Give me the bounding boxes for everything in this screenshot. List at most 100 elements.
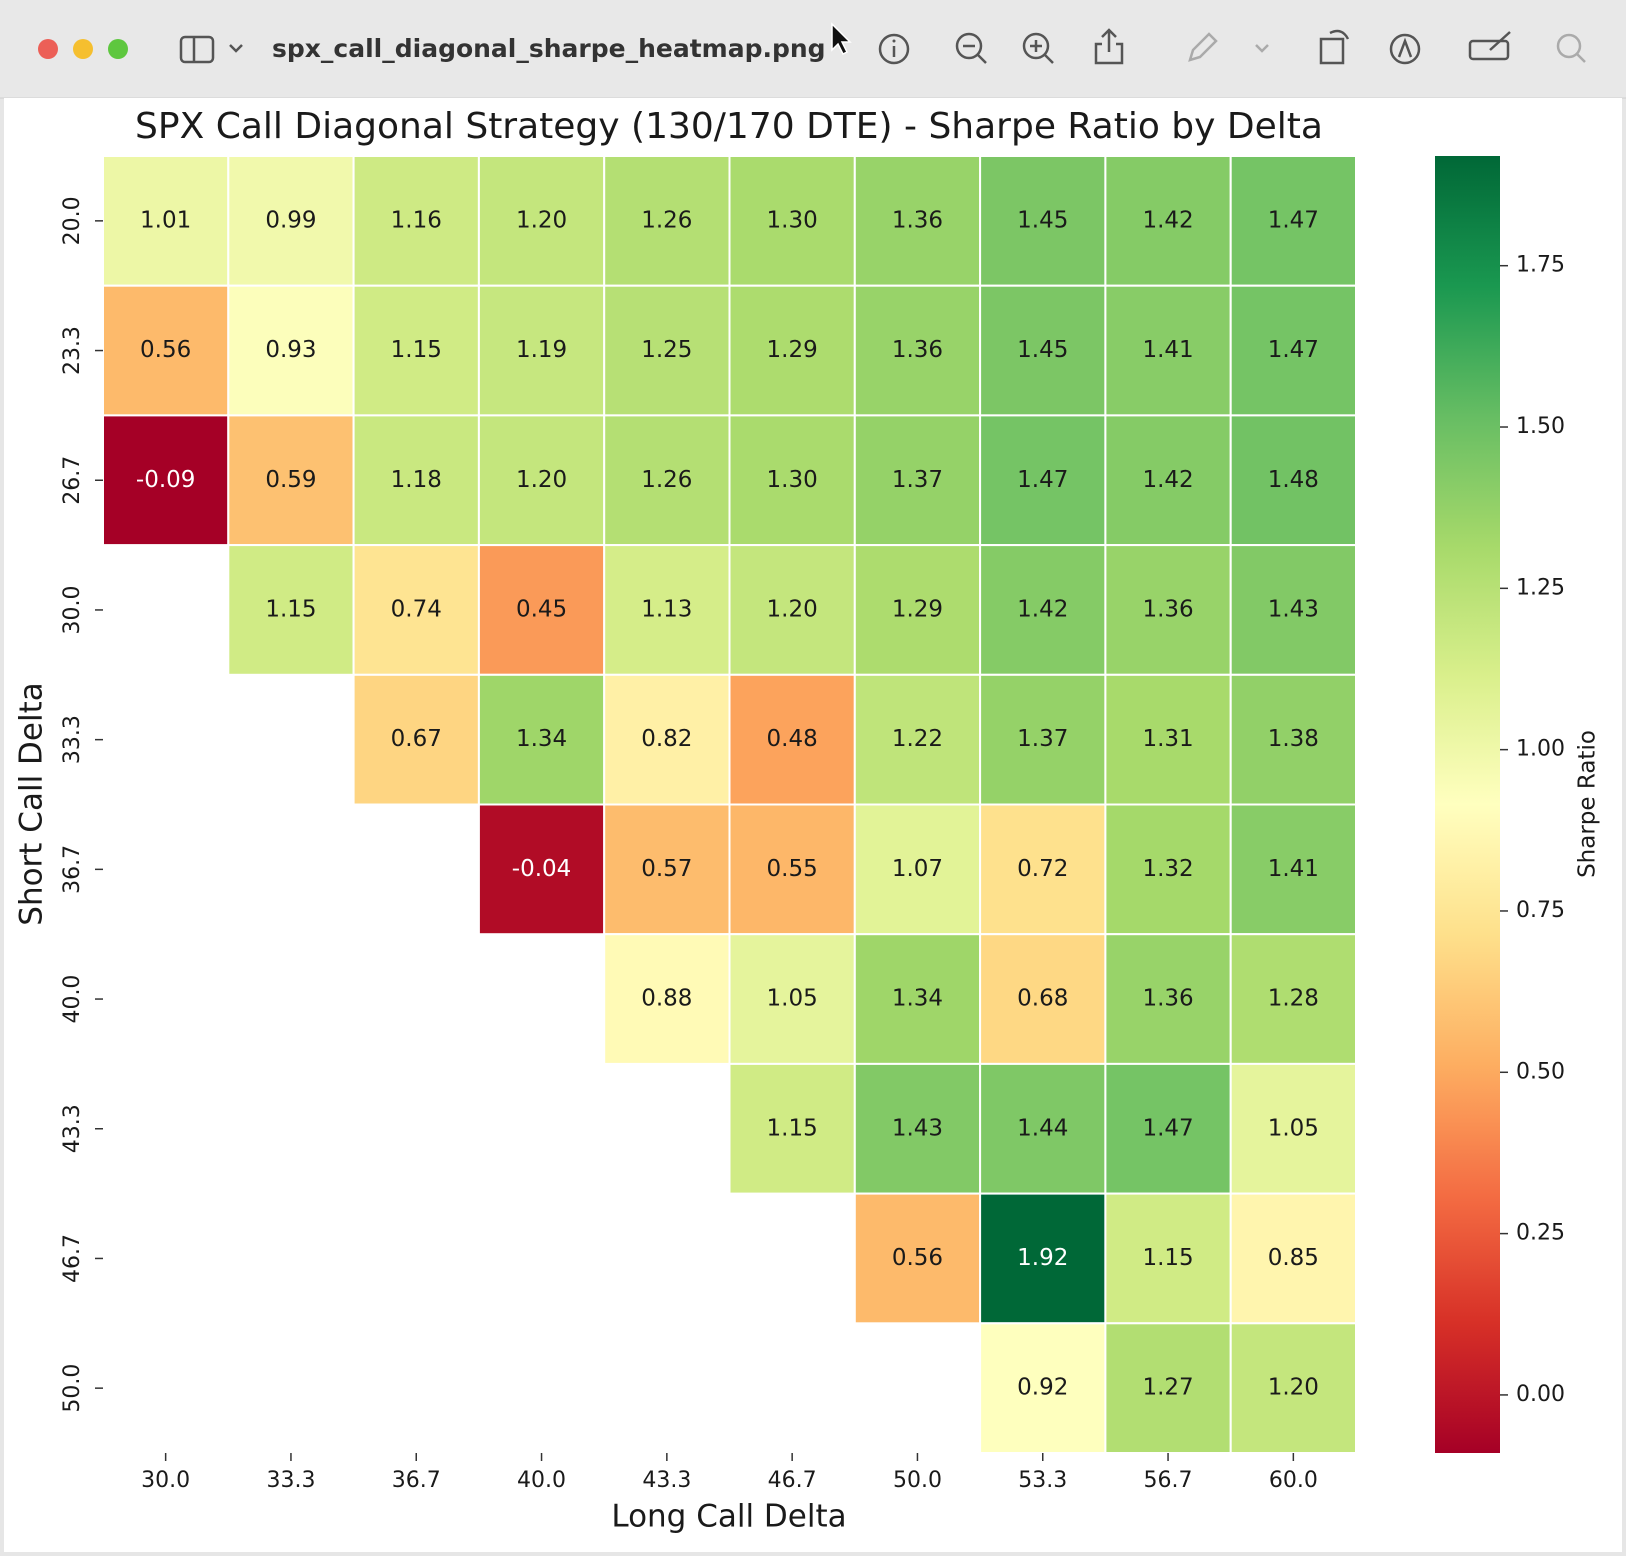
share-button[interactable] — [1094, 28, 1124, 65]
cell-label: 1.38 — [1268, 726, 1319, 752]
cell-label: 1.41 — [1142, 337, 1193, 363]
cell-label: 0.59 — [265, 467, 316, 493]
heatmap-cell — [979, 673, 1107, 806]
cell-label: 1.45 — [1017, 337, 1068, 363]
minimize-button[interactable] — [73, 39, 93, 59]
heatmap-cell — [1104, 1322, 1232, 1455]
cell-label: 1.27 — [1142, 1375, 1193, 1401]
zoom-out-button[interactable] — [955, 32, 987, 64]
heatmap-cell — [1104, 1062, 1232, 1195]
cell-label: 1.05 — [1268, 1115, 1319, 1141]
cell-label: 1.07 — [892, 856, 943, 882]
rotate-button[interactable] — [1319, 29, 1350, 65]
annotate-button[interactable] — [1389, 33, 1421, 65]
heatmap-cell — [352, 544, 480, 676]
cell-label: 1.15 — [767, 1115, 818, 1141]
heatmap-cell — [102, 414, 230, 547]
y-tick-label: 40.0 — [60, 975, 85, 1024]
cell-label: 1.05 — [767, 986, 818, 1012]
x-tick-label: 60.0 — [1269, 1468, 1318, 1493]
info-button[interactable] — [878, 33, 910, 65]
cell-label: 1.18 — [391, 467, 442, 493]
heatmap-cell — [979, 1192, 1107, 1325]
form-button[interactable] — [1468, 31, 1511, 61]
heatmap-cell — [1104, 803, 1232, 936]
x-axis-label: Long Call Delta — [611, 1499, 846, 1535]
heatmap-cell — [1229, 1062, 1357, 1195]
zoom-button[interactable] — [108, 39, 128, 59]
zoom-in-button[interactable] — [1022, 32, 1054, 64]
cell-label: 0.57 — [641, 856, 692, 882]
cell-label: -0.09 — [136, 467, 196, 493]
heatmap-cell — [477, 284, 606, 417]
cell-label: 0.72 — [1017, 856, 1068, 882]
cell-label: 1.42 — [1017, 596, 1068, 622]
heatmap-cell — [728, 155, 856, 287]
colorbar-tick-label: 0.25 — [1516, 1221, 1565, 1246]
heatmap-cell — [1104, 414, 1232, 547]
heatmap-cell — [1229, 414, 1357, 547]
colorbar-tick-label: 1.50 — [1516, 414, 1565, 439]
cell-label: 1.20 — [1268, 1375, 1319, 1401]
heatmap-cell — [1104, 1192, 1232, 1325]
heatmap-cell — [603, 933, 731, 1065]
x-tick-label: 46.7 — [768, 1468, 817, 1493]
heatmap-cell — [728, 544, 856, 676]
heatmap-cell — [979, 1322, 1107, 1455]
x-tick-label: 30.0 — [141, 1468, 190, 1493]
heatmap-cell — [853, 803, 982, 936]
heatmap-cell — [603, 803, 731, 936]
cell-label: 0.55 — [767, 856, 818, 882]
heatmap-cell — [728, 1062, 856, 1195]
heatmap-cell — [979, 284, 1107, 417]
cell-label: 1.28 — [1268, 986, 1319, 1012]
heatmap-cell — [853, 1062, 982, 1195]
window-title: spx_call_diagonal_sharpe_heatmap.png — [272, 34, 826, 63]
y-tick-label: 50.0 — [60, 1364, 85, 1413]
cell-label: 1.47 — [1142, 1115, 1193, 1141]
cell-label: 1.20 — [767, 596, 818, 622]
heatmap-cell — [1229, 1192, 1357, 1325]
search-button[interactable] — [1556, 33, 1586, 63]
cell-label: 1.29 — [767, 337, 818, 363]
y-tick-label: 46.7 — [60, 1234, 85, 1283]
colorbar — [1435, 156, 1500, 1453]
cell-label: -0.04 — [512, 856, 572, 882]
cell-label: 1.20 — [516, 207, 567, 233]
cell-label: 1.20 — [516, 467, 567, 493]
heatmap-cell — [102, 155, 230, 287]
cell-label: 1.41 — [1268, 856, 1319, 882]
sidebar-toggle[interactable] — [179, 35, 243, 64]
cell-label: 0.74 — [391, 596, 442, 622]
heatmap-cell — [853, 1192, 982, 1325]
cell-label: 1.22 — [892, 726, 943, 752]
heatmap-cell — [352, 414, 480, 547]
colorbar-tick-label: 0.75 — [1516, 898, 1565, 923]
heatmap-cell — [1104, 933, 1232, 1065]
heatmap-cell — [1229, 673, 1357, 806]
heatmap-cell — [1229, 803, 1357, 936]
heatmap-cell — [1229, 544, 1357, 676]
y-axis-label: Short Call Delta — [14, 682, 50, 925]
close-button[interactable] — [38, 39, 58, 59]
colorbar-tick-label: 0.50 — [1516, 1059, 1565, 1084]
colorbar-label: Sharpe Ratio — [1575, 730, 1601, 878]
heatmap-cell — [1229, 155, 1357, 287]
heatmap-cell — [477, 803, 606, 936]
heatmap-cell — [728, 284, 856, 417]
cell-label: 0.56 — [140, 337, 191, 363]
markup-button[interactable] — [1188, 32, 1269, 62]
cell-label: 0.45 — [516, 596, 567, 622]
cell-label: 1.37 — [1017, 726, 1068, 752]
cell-label: 1.31 — [1142, 726, 1193, 752]
cell-label: 1.16 — [391, 207, 442, 233]
y-tick-label: 33.3 — [60, 715, 85, 764]
colorbar-tick-label: 1.00 — [1516, 737, 1565, 762]
cell-label: 0.92 — [1017, 1375, 1068, 1401]
cell-label: 0.68 — [1017, 986, 1068, 1012]
cell-label: 1.15 — [265, 596, 316, 622]
heatmap-cell — [853, 414, 982, 547]
heatmap-cell — [603, 155, 731, 287]
cell-label: 1.13 — [641, 596, 692, 622]
cell-label: 1.45 — [1017, 207, 1068, 233]
